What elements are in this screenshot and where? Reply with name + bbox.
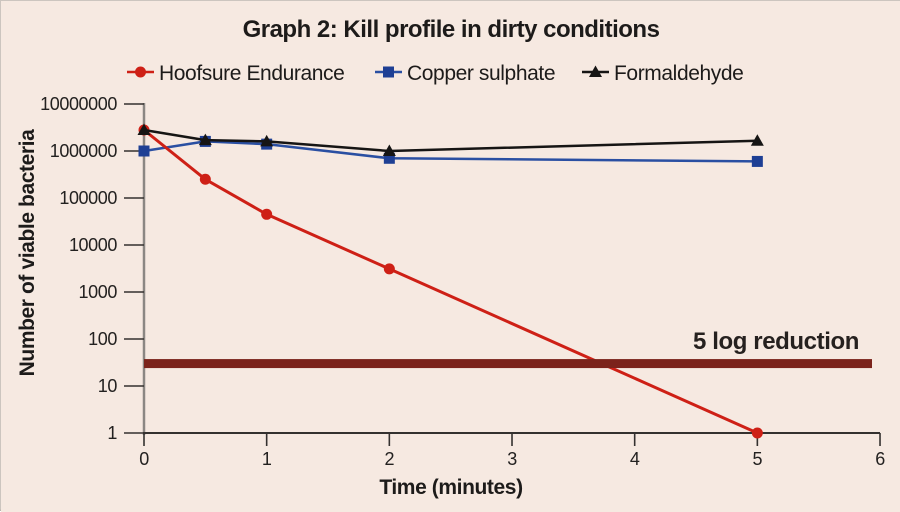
y-tick-label: 10000 [69,235,117,255]
y-tick-label: 1 [107,423,117,443]
y-tick-label: 100 [88,329,117,349]
data-point-square [383,66,394,78]
series-triangle [137,123,764,156]
reference-bar-group [144,359,872,369]
y-tick-label: 10000000 [40,94,117,114]
y-tick-label: 10 [98,376,118,396]
data-point-circle [751,427,763,439]
y-axis-title: Number of viable bacteria [16,129,39,376]
x-tick-label: 1 [262,449,272,469]
legend-item-square: Copper sulphate [375,62,556,85]
y-tick-label: 1000 [79,282,118,302]
data-point-triangle [589,65,602,77]
data-point-circle [261,208,273,220]
x-tick-label: 0 [139,449,149,469]
data-point-triangle [137,123,151,135]
legend-item-triangle: Formaldehyde [582,62,744,85]
chart-legend: Hoofsure Endurance Copper sulphate Formald… [127,62,744,85]
x-axis-title: Time (minutes) [379,476,522,499]
x-tick-label: 3 [507,449,517,469]
reference-bar [144,359,872,369]
x-tick-label: 6 [875,449,885,469]
y-tick-label: 1000000 [50,141,118,161]
data-point-square [138,145,150,157]
chart-series [137,123,764,439]
legend-label: Hoofsure Endurance [159,62,344,85]
data-point-triangle [260,134,274,147]
data-point-circle [135,66,146,78]
y-tick-label: 100000 [59,188,117,208]
data-point-square [751,155,763,167]
data-point-triangle [750,134,764,146]
chart-title: Graph 2: Kill profile in dirty condition… [243,16,660,43]
x-tick-label: 2 [385,449,395,469]
legend-label: Formaldehyde [614,62,743,85]
legend-item-circle: Hoofsure Endurance [127,62,345,85]
reference-line-label: 5 log reduction [693,328,859,355]
data-point-circle [383,263,395,275]
data-point-triangle [198,133,212,146]
data-point-triangle [382,144,396,156]
x-tick-label: 4 [630,449,640,469]
data-point-square [383,152,395,164]
x-tick-label: 5 [753,449,763,469]
legend-label: Copper sulphate [407,62,555,85]
data-point-circle [199,173,211,185]
